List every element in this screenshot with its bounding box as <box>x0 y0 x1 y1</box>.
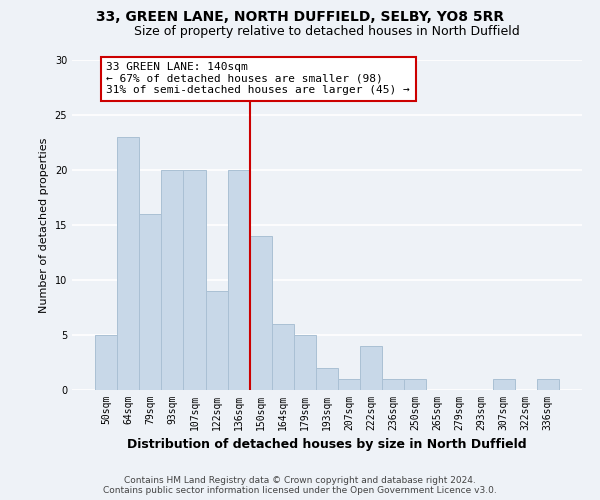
Bar <box>493 379 515 390</box>
Bar <box>117 137 139 390</box>
Bar <box>338 379 360 390</box>
Bar <box>139 214 161 390</box>
Bar <box>360 346 382 390</box>
X-axis label: Distribution of detached houses by size in North Duffield: Distribution of detached houses by size … <box>127 438 527 452</box>
Y-axis label: Number of detached properties: Number of detached properties <box>39 138 49 312</box>
Bar <box>316 368 338 390</box>
Text: 33 GREEN LANE: 140sqm
← 67% of detached houses are smaller (98)
31% of semi-deta: 33 GREEN LANE: 140sqm ← 67% of detached … <box>106 62 410 96</box>
Bar <box>95 335 117 390</box>
Bar <box>404 379 427 390</box>
Bar <box>250 236 272 390</box>
Bar <box>294 335 316 390</box>
Bar <box>227 170 250 390</box>
Bar <box>382 379 404 390</box>
Bar <box>161 170 184 390</box>
Text: Contains HM Land Registry data © Crown copyright and database right 2024.
Contai: Contains HM Land Registry data © Crown c… <box>103 476 497 495</box>
Bar <box>206 291 227 390</box>
Title: Size of property relative to detached houses in North Duffield: Size of property relative to detached ho… <box>134 25 520 38</box>
Text: 33, GREEN LANE, NORTH DUFFIELD, SELBY, YO8 5RR: 33, GREEN LANE, NORTH DUFFIELD, SELBY, Y… <box>96 10 504 24</box>
Bar <box>272 324 294 390</box>
Bar <box>537 379 559 390</box>
Bar <box>184 170 206 390</box>
